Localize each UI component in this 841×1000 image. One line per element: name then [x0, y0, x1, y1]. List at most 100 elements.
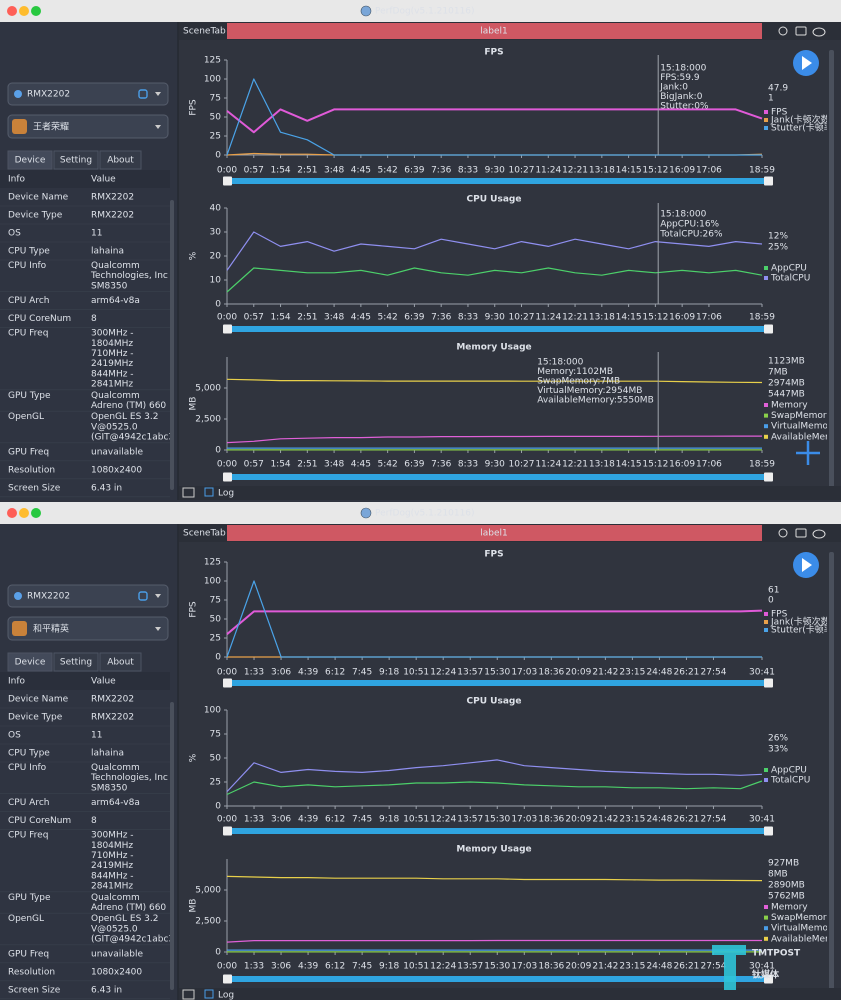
window-button[interactable]	[7, 6, 17, 16]
window-button[interactable]	[7, 508, 17, 518]
log-checkbox[interactable]	[204, 487, 214, 497]
x-tick-label: 1:33	[244, 962, 264, 972]
x-tick-label: 4:45	[351, 313, 371, 323]
y-axis-label: FPS	[189, 99, 199, 116]
android-icon	[14, 90, 22, 98]
x-tick-label: 15:30	[484, 962, 510, 972]
scroll-handle[interactable]	[764, 826, 773, 836]
chart-title: CPU Usage	[467, 195, 522, 205]
y-tick-label: 50	[210, 113, 222, 123]
game-dropdown[interactable]	[7, 616, 169, 641]
scroll-handle[interactable]	[764, 324, 773, 334]
collapse-button[interactable]	[182, 487, 195, 498]
info-value: 2841MHz	[91, 882, 133, 892]
folder-icon[interactable]	[795, 26, 807, 36]
info-value: OpenGL ES 3.2	[91, 412, 158, 422]
collapse-button[interactable]	[182, 989, 195, 1000]
game-dropdown[interactable]	[7, 114, 169, 139]
scroll-handle[interactable]	[223, 974, 232, 984]
legend-label: Memory	[771, 401, 808, 411]
link-icon[interactable]	[138, 89, 148, 99]
tab[interactable]	[99, 652, 142, 672]
scroll-handle[interactable]	[223, 472, 232, 482]
scroll-handle[interactable]	[764, 678, 773, 688]
scroll-handle[interactable]	[223, 826, 232, 836]
info-label: CPU Info	[8, 763, 47, 773]
link-icon[interactable]	[138, 591, 148, 601]
x-tick-label: 26:21	[673, 815, 699, 825]
x-tick-label: 18:36	[538, 962, 564, 972]
info-value: V@0525.0	[91, 422, 138, 432]
info-value: RMX2202	[91, 193, 134, 203]
legend-swatch	[764, 905, 768, 909]
tooltip-line: 15:18:000	[660, 64, 706, 74]
legend-swatch	[764, 118, 768, 122]
window-button[interactable]	[31, 508, 41, 518]
log-checkbox[interactable]	[204, 989, 214, 999]
x-tick-label: 13:57	[457, 962, 483, 972]
tab[interactable]	[53, 652, 99, 672]
x-tick-label: 26:21	[673, 962, 699, 972]
window-button[interactable]	[19, 6, 29, 16]
legend-swatch	[764, 126, 768, 130]
add-button[interactable]	[796, 441, 820, 465]
timeline-scrollbar[interactable]	[223, 326, 772, 332]
timeline-scrollbar[interactable]	[223, 680, 772, 686]
tooltip-line: SwapMemory:7MB	[537, 377, 620, 387]
tab[interactable]	[7, 150, 53, 170]
x-tick-label: 6:12	[325, 962, 345, 972]
x-tick-label: 27:54	[701, 962, 727, 972]
y-tick-label: 75	[210, 730, 221, 740]
location-icon[interactable]	[778, 26, 788, 36]
y-tick-label: 100	[204, 706, 221, 716]
x-tick-label: 0:57	[244, 313, 264, 323]
x-tick-label: 8:33	[458, 166, 478, 176]
timeline-scrollbar[interactable]	[223, 976, 772, 982]
scroll-handle[interactable]	[764, 176, 773, 186]
legend-label: TotalCPU	[770, 274, 810, 284]
x-tick-label: 11:24	[535, 313, 561, 323]
folder-icon[interactable]	[795, 528, 807, 538]
info-value: RMX2202	[91, 211, 134, 221]
label-bar[interactable]	[227, 525, 762, 541]
info-value: Technologies, Inc	[90, 773, 168, 783]
cloud-icon[interactable]	[812, 27, 826, 37]
x-tick-label: 17:03	[511, 668, 537, 678]
series-line	[226, 108, 763, 134]
device-dropdown[interactable]	[7, 82, 169, 106]
tooltip-line: BigJank:0	[660, 92, 703, 102]
scroll-handle[interactable]	[764, 974, 773, 984]
x-tick-label: 9:30	[485, 460, 505, 470]
current-value: 12%	[768, 232, 788, 242]
tab[interactable]	[7, 652, 53, 672]
info-value: 300MHz -	[91, 831, 134, 841]
x-tick-label: 7:45	[352, 962, 372, 972]
device-dropdown[interactable]	[7, 584, 169, 608]
current-value: 7MB	[768, 368, 788, 378]
y-axis-label: MB	[189, 899, 199, 913]
legend-swatch	[764, 266, 768, 270]
x-tick-label: 16:09	[669, 313, 695, 323]
legend-swatch	[764, 926, 768, 931]
scroll-handle[interactable]	[764, 472, 773, 482]
window-button[interactable]	[19, 508, 29, 518]
window-button[interactable]	[31, 6, 41, 16]
location-icon[interactable]	[778, 528, 788, 538]
tab[interactable]	[99, 150, 142, 170]
x-tick-label: 6:39	[404, 313, 424, 323]
scroll-handle[interactable]	[223, 678, 232, 688]
label-bar[interactable]	[227, 23, 762, 39]
scroll-handle[interactable]	[223, 324, 232, 334]
info-label: Screen Size	[8, 483, 61, 493]
tab-label: Setting	[60, 156, 92, 166]
cloud-icon[interactable]	[812, 529, 826, 539]
x-tick-label: 16:09	[669, 166, 695, 176]
x-tick-label: 10:51	[403, 815, 429, 825]
tab[interactable]	[53, 150, 99, 170]
info-value: Adreno (TM) 660	[91, 401, 166, 411]
scroll-handle[interactable]	[223, 176, 232, 186]
timeline-scrollbar[interactable]	[223, 828, 772, 834]
y-tick-label: 0	[215, 653, 221, 663]
timeline-scrollbar[interactable]	[223, 178, 772, 184]
timeline-scrollbar[interactable]	[223, 474, 772, 480]
